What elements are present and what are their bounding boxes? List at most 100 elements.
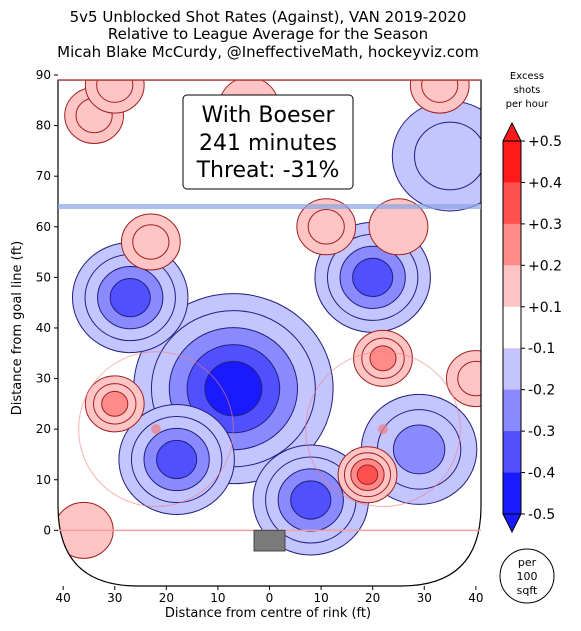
colorbar-bottom-cap [502,513,522,534]
title-line-1: 5v5 Unblocked Shot Rates (Against), VAN … [70,8,467,26]
colorbar-segment [503,431,521,474]
title-line-3: Micah Blake McCurdy, @IneffectiveMath, h… [57,43,479,61]
contour-level [352,257,394,298]
colorbar-segment [503,182,521,225]
hotspot [337,446,398,504]
contour-level [101,390,129,417]
unit-badge: per 100 sqft [499,548,555,604]
y-tick-label: 60 [36,220,51,234]
annotation-box: With Boeser 241 minutes Threat: -31% [182,94,354,190]
annotation-frame [182,94,354,190]
hotspot [409,80,470,114]
contour-level [457,360,481,397]
contour-level [392,424,446,475]
y-tick-label: 50 [36,270,51,284]
colorbar-segment [503,472,521,515]
x-tick-label: 20 [159,591,174,605]
faceoff-circle [78,351,234,508]
colorbar-tick-label: -0.4 [528,466,555,482]
colorbar-tick-label: -0.1 [528,341,555,357]
faceoff-circle [305,351,461,508]
contour-level [307,209,345,245]
rink-markings [57,79,482,587]
x-tick-label: 0 [266,591,274,605]
annotation-line-2: 241 minutes [199,131,337,156]
y-tick-label: 0 [43,523,51,537]
colorbar-segment [503,141,521,183]
colorbar-segment [503,306,521,349]
unit-line-2: 100 [517,570,538,583]
chart-title: 5v5 Unblocked Shot Rates (Against), VAN … [57,8,479,61]
hotspot [84,375,145,433]
y-tick-label: 40 [36,321,51,335]
faceoff-dot [151,424,162,435]
x-tick-label: 30 [417,591,432,605]
coldspot [118,404,235,516]
colorbar-top-cap [502,121,522,142]
coldspot [391,100,481,212]
coldspot [71,242,189,354]
contour-level [368,198,429,256]
y-tick-label: 70 [36,169,51,183]
hotspot [445,350,481,408]
colorbar-frame [502,140,522,515]
contour-level [156,439,198,480]
colorbar-tick-label: -0.5 [528,507,555,523]
y-tick-label: 90 [36,68,51,82]
colorbar-tick-label: +0.4 [528,175,562,191]
axes: 40 30 20 10 0 10 20 30 40 0 10 20 30 40 50 60 70 80 90 [36,68,484,605]
rink-boards [57,79,482,587]
y-tick-label: 20 [36,422,51,436]
annotation-line-3: Threat: -31% [196,158,340,183]
contour-level [204,361,263,417]
colorbar-segment [503,265,521,308]
y-tick-label: 30 [36,372,51,386]
contour-level [96,80,134,103]
unit-badge-circle [499,548,555,604]
y-tick-label: 80 [36,119,51,133]
colorbar-tick-label: +0.3 [528,217,562,233]
colorbar: Excess shots per hour +0.5+0.4+0.3+0.2+0… [502,71,562,534]
hotspot [120,213,181,271]
hotspot [84,80,145,114]
x-tick-label: 30 [107,591,122,605]
x-tick-label: 20 [365,591,380,605]
colorbar-tick-label: +0.1 [528,300,562,316]
hotspot [353,329,413,387]
title-line-2: Relative to League Average for the Seaso… [108,25,428,43]
unit-line-3: sqft [517,584,538,597]
colorbar-segment [503,389,521,432]
hotspot [296,198,357,256]
coldspot [360,393,478,505]
colorbar-tick-label: -0.3 [528,424,555,440]
x-tick-label: 40 [56,591,71,605]
faceoff-dot [377,424,388,435]
unit-line-1: per [518,556,537,569]
x-tick-label: 10 [210,591,225,605]
colorbar-title-line-3: per hour [506,99,550,110]
x-axis-label: Distance from centre of rink (ft) [165,606,371,621]
contour-level [109,277,151,318]
colorbar-title-line-2: shots [514,85,541,96]
colorbar-tick-label: +0.2 [528,258,562,274]
colorbar-tick-label: +0.5 [528,134,562,150]
colorbar-segment [503,348,521,391]
contour-level [132,224,170,260]
x-tick-label: 10 [313,591,328,605]
colorbar-tick-label: -0.2 [528,383,555,399]
hotspot [368,198,429,256]
contour-level [414,121,481,191]
y-tick-label: 10 [36,473,51,487]
contour-level [369,345,397,372]
contour-level [290,480,332,520]
colorbar-scale: +0.5 +0.4 +0.3 +0.2 +0.1 -0.1 -0.2 -0.3 -0.4 -0.5 [502,121,562,534]
annotation-line-1: With Boeser [201,103,335,128]
x-tick-label: 40 [468,591,483,605]
y-axis-label: Distance from goal line (ft) [10,241,25,415]
colorbar-segment [503,223,521,266]
colorbar-title-line-1: Excess [510,71,544,82]
contour-level [421,80,459,103]
contour-level [356,464,379,485]
goal-net [253,529,286,552]
